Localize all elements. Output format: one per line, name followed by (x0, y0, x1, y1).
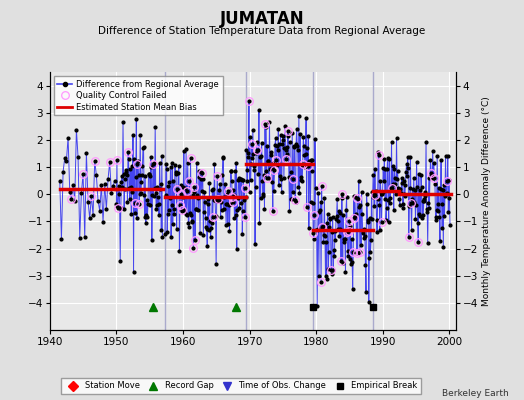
Legend: Station Move, Record Gap, Time of Obs. Change, Empirical Break: Station Move, Record Gap, Time of Obs. C… (61, 378, 421, 394)
Y-axis label: Monthly Temperature Anomaly Difference (°C): Monthly Temperature Anomaly Difference (… (483, 96, 492, 306)
Text: JUMATAN: JUMATAN (220, 10, 304, 28)
Text: Difference of Station Temperature Data from Regional Average: Difference of Station Temperature Data f… (99, 26, 425, 36)
Legend: Difference from Regional Average, Quality Control Failed, Estimated Station Mean: Difference from Regional Average, Qualit… (54, 76, 223, 115)
Text: Berkeley Earth: Berkeley Earth (442, 389, 508, 398)
